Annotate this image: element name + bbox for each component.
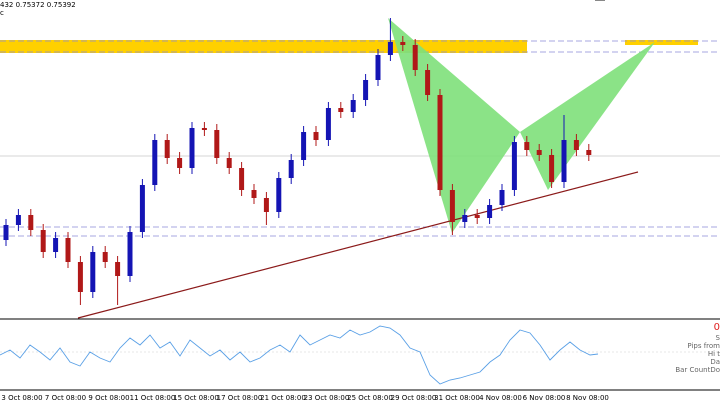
candle-body — [301, 132, 307, 160]
candle-body — [3, 225, 9, 240]
candle-body — [350, 100, 356, 112]
candle-body — [511, 142, 517, 190]
x-tick-label: 6 Nov 08:00 — [523, 394, 566, 402]
x-tick-label: 21 Oct 08:00 — [260, 394, 306, 402]
x-tick-label: 3 Oct 08:00 — [1, 394, 42, 402]
info-text: Bar CountDo — [675, 366, 720, 374]
candle-body — [15, 215, 21, 225]
candle-body — [586, 150, 592, 155]
candle-body — [177, 158, 183, 168]
candle-body — [338, 108, 344, 112]
candle-body — [375, 55, 381, 80]
info-text: Da — [710, 358, 720, 366]
candle-body — [363, 80, 369, 100]
candle-body — [77, 262, 83, 292]
x-tick-label: 15 Oct 08:00 — [173, 394, 219, 402]
candles — [3, 18, 592, 305]
candle-body — [239, 168, 245, 190]
candle-body — [425, 70, 431, 95]
candle-body — [214, 130, 220, 158]
candle-body — [226, 158, 232, 168]
x-tick-label: 29 Oct 08:00 — [391, 394, 437, 402]
candle-body — [400, 42, 406, 45]
zone — [0, 40, 527, 53]
candle-body — [189, 128, 195, 168]
info-text: Pips from — [687, 342, 720, 350]
candle-body — [573, 140, 579, 150]
x-tick-label: 23 Oct 08:00 — [304, 394, 350, 402]
x-tick-label: 31 Oct 08:00 — [434, 394, 480, 402]
candle-body — [115, 262, 121, 276]
candle-body — [325, 108, 331, 140]
candle-body — [313, 132, 319, 140]
x-tick-label: 8 Nov 08:00 — [566, 394, 609, 402]
candle-body — [474, 215, 480, 218]
x-tick-label: 17 Oct 08:00 — [217, 394, 263, 402]
x-tick-label: 11 Oct 08:00 — [130, 394, 176, 402]
info-text: 0 — [714, 322, 720, 333]
candle-body — [90, 252, 96, 292]
candle-body — [549, 155, 555, 182]
zone — [625, 40, 698, 45]
candle-body — [102, 252, 108, 262]
candle-body — [28, 215, 34, 230]
header-text: 432 0.75372 0.75392 — [0, 1, 76, 9]
candle-body — [487, 205, 493, 218]
info-text: Hi t — [708, 350, 720, 358]
trendline — [77, 171, 639, 319]
info-text: S — [716, 334, 720, 342]
candle-body — [437, 95, 443, 190]
candle-body — [276, 178, 282, 212]
candle-body — [462, 215, 468, 222]
candle-body — [127, 232, 133, 276]
candle-body — [524, 142, 530, 150]
pattern-leg — [520, 42, 655, 190]
candle-body — [536, 150, 542, 155]
candle-body — [164, 140, 170, 158]
x-tick-label: 25 Oct 08:00 — [347, 394, 393, 402]
indicator-line — [0, 325, 599, 385]
candle-body — [561, 140, 567, 182]
x-tick-label: 7 Oct 08:00 — [45, 394, 86, 402]
candle-body — [412, 45, 418, 70]
x-tick-label: 9 Oct 08:00 — [88, 394, 129, 402]
header-subtext: c — [0, 9, 4, 17]
candle-body — [201, 128, 207, 130]
candle-body — [251, 190, 257, 198]
candle-body — [387, 42, 393, 55]
candle-body — [263, 198, 269, 212]
x-axis: 3 Oct 08:00 7 Oct 08:00 9 Oct 08:00 11 Oct … — [1, 394, 608, 402]
candle-body — [65, 238, 71, 262]
candle-body — [288, 160, 294, 178]
candle-body — [40, 230, 46, 252]
pattern-leg — [388, 18, 520, 233]
candle-body — [53, 238, 59, 252]
candle-body — [449, 190, 455, 222]
candle-body — [499, 190, 505, 205]
candle-body — [139, 185, 145, 232]
x-tick-label: 4 Nov 08:00 — [479, 394, 522, 402]
candle-body — [152, 140, 158, 185]
